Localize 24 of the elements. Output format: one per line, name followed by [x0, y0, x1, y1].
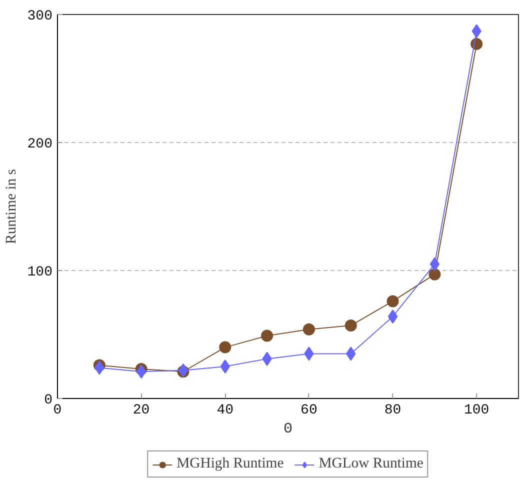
x-tick-label: 80 [384, 402, 402, 418]
point [219, 341, 232, 354]
x-tick-label: 100 [464, 402, 490, 418]
x-tick-label: 20 [132, 402, 150, 418]
point [302, 323, 315, 336]
legend-label: MGLow Runtime [318, 456, 424, 472]
point [178, 363, 188, 378]
y-tick-label: 200 [27, 136, 53, 152]
y-tick-label: 100 [27, 264, 53, 280]
y-tick-label: 0 [44, 392, 53, 408]
x-tick-label: 40 [216, 402, 234, 418]
point [388, 310, 398, 324]
point [344, 320, 357, 332]
legend-label: MGHigh Runtime [176, 456, 284, 472]
point [430, 257, 440, 272]
x-axis-title: Θ [284, 422, 293, 438]
x-tick-label: 60 [300, 402, 318, 418]
point [136, 364, 146, 379]
y-axis-title: Runtime in s [3, 168, 20, 244]
y-tick-label: 300 [27, 8, 53, 24]
point [428, 268, 441, 280]
point [386, 295, 399, 308]
point [220, 360, 230, 374]
point [261, 330, 274, 342]
